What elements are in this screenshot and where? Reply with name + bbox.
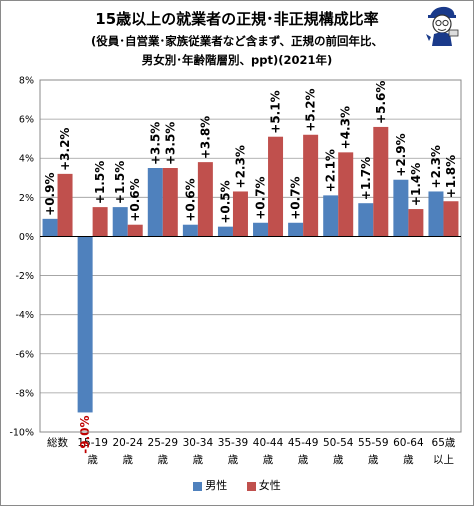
data-label-male: +0.5% [218,180,232,223]
x-category-label: 65歳 [432,437,456,449]
data-label-male: +0.7% [254,176,268,219]
x-category-label: 歳 [193,454,204,466]
bar-female [162,168,178,237]
x-category-label: 以上 [433,454,454,466]
x-category-label: 総数 [47,436,68,449]
gridlines [40,79,461,433]
x-axis-labels: 総数 15-19 歳 20-24 歳 25-29 歳 30-34 歳 35-39 歳 40-44 歳 45… [47,436,456,466]
x-category-label: 歳 [368,454,379,466]
bar-female [303,134,319,237]
x-category-label: 歳 [263,454,274,466]
data-label-female: +3.5% [163,122,177,165]
data-label-female: +2.3% [233,145,247,188]
bar-male [358,203,374,237]
y-tick-label: 0% [19,232,34,243]
x-category-label: 35-39 [218,437,249,449]
y-tick-label: 4% [19,154,34,165]
data-label-male: +0.6% [183,178,197,221]
data-label-female: +4.3% [339,106,353,149]
data-label-male: +2.9% [394,133,408,176]
legend-label-female: 女性 [258,479,281,492]
bar-male [323,195,339,237]
bar-female [338,152,354,237]
bar-male [147,168,163,237]
x-category-label: 歳 [122,454,133,466]
y-tick-label: -6% [16,349,35,360]
chart-subtitle-line-1: (役員･自営業･家族従業者など含まず、正規の前回年比、 [91,34,383,48]
legend-swatch-female [246,481,256,491]
x-category-label: 30-34 [183,437,214,449]
data-label-male: -9.0% [78,415,92,453]
bars [42,126,459,413]
bar-male [112,207,128,237]
data-label-male: +0.7% [289,176,303,219]
data-label-male: +2.1% [324,149,338,192]
bar-male [42,218,58,237]
y-tick-label: 6% [19,115,34,126]
data-label-female: +5.2% [304,88,318,131]
legend-label-male: 男性 [205,479,228,492]
bar-male [217,226,233,237]
data-label-female: +1.5% [93,161,107,204]
y-axis-ticks: 8% 6% 4% 2% 0% -2% -4% -6% -8% -10% [9,76,34,439]
legend-item-male: 男性 [193,477,227,493]
data-label-female: +3.2% [58,128,72,171]
data-labels: +0.9%+3.2%-9.0%+1.5% +1.5% +0.6%+3.5% +3.5%… [43,81,458,454]
bar-female [443,201,459,237]
y-tick-label: 2% [19,193,34,204]
legend-item-female: 女性 [246,477,281,493]
data-label-female: +0.6% [128,178,142,221]
bar-female [127,224,143,237]
bar-male [393,179,409,237]
x-category-label: 歳 [403,454,414,466]
bar-female [373,126,389,237]
data-label-female: +5.1% [269,90,283,133]
x-category-label: 歳 [228,454,239,466]
bar-male [77,236,93,413]
bar-female [197,162,213,237]
data-label-male: +1.5% [113,161,127,204]
data-label-male: +1.7% [359,157,373,200]
plot-area-border [39,79,462,433]
bar-female [408,209,424,237]
x-category-label: 25-29 [148,437,179,449]
reporter-mascot-icon [426,6,459,46]
bar-male [428,191,444,237]
bar-female [92,207,108,237]
legend-swatch-male [193,481,203,491]
bar-female [57,173,73,237]
data-label-male: +2.3% [429,145,443,188]
y-tick-label: -2% [16,271,35,282]
x-category-label: 20-24 [112,437,143,449]
x-category-label: 歳 [87,454,98,466]
x-category-label: 60-64 [393,437,424,449]
data-label-female: +3.8% [198,116,212,159]
bar-male [288,222,304,237]
data-label-female: +1.8% [444,155,458,198]
x-category-label: 歳 [158,454,169,466]
x-category-label: 50-54 [323,437,354,449]
x-category-label: 歳 [333,454,344,466]
y-tick-label: 8% [19,76,34,87]
x-category-label: 55-59 [358,437,389,449]
chart-subtitle-line-2: 男女別･年齢階層別、ppt)(2021年) [141,53,333,67]
bar-male [182,224,198,237]
bar-male [253,222,269,237]
y-tick-label: -4% [16,310,35,321]
legend: 男性 女性 [0,477,474,493]
bar-female [268,136,284,237]
chart-title: 15歳以上の就業者の正規･非正規構成比率 [95,10,379,28]
data-label-male: +0.9% [43,173,57,216]
y-tick-label: -8% [16,388,35,399]
data-label-female: +5.6% [374,81,388,124]
x-category-label: 15-19 [77,437,108,449]
x-category-label: 歳 [298,454,309,466]
x-category-label: 45-49 [288,437,319,449]
bar-female [232,191,248,237]
x-category-label: 40-44 [253,437,284,449]
data-label-female: +1.4% [409,163,423,206]
data-label-male: +3.5% [148,122,162,165]
y-tick-label: -10% [9,428,34,439]
